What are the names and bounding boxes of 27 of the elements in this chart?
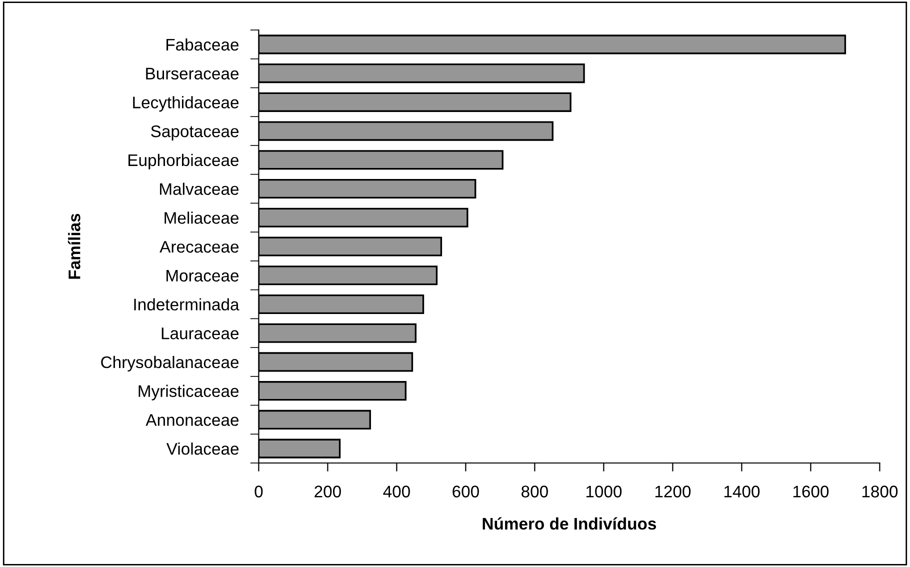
y-tick-label: Myristicaceae <box>138 384 239 400</box>
y-tick-label: Fabaceae <box>166 38 239 51</box>
y-tick-label: Chrysobalanaceae <box>101 356 239 372</box>
x-tick-label: 600 <box>452 486 479 498</box>
x-tick-label: 0 <box>254 486 263 498</box>
x-tick-label: 1800 <box>862 486 898 498</box>
x-tick-label: 1000 <box>586 486 622 498</box>
y-tick-label: Arecaceae <box>160 241 239 253</box>
y-tick-label: Burseraceae <box>146 68 239 80</box>
y-tick-label: Moraceae <box>166 270 239 282</box>
y-tick-label: Meliaceae <box>164 212 239 224</box>
x-tick-label: 400 <box>383 486 410 498</box>
y-tick-label: Euphorbiaceae <box>128 154 239 170</box>
y-axis-title: Famílias <box>68 214 80 279</box>
x-axis-title: Número de Indivíduos <box>482 517 656 530</box>
y-tick-label: Annonaceae <box>146 414 239 426</box>
x-tick-label: 1400 <box>724 486 760 498</box>
y-tick-label: Lauraceae <box>162 328 239 340</box>
x-tick-label: 1200 <box>655 486 691 498</box>
x-tick-label: 800 <box>522 486 548 498</box>
x-tick-label: 200 <box>314 486 341 498</box>
y-tick-label: Violaceae <box>166 442 239 455</box>
y-tick-label: Malvaceae <box>160 182 239 195</box>
y-tick-label: Lecythidaceae <box>133 96 239 112</box>
y-tick-label: Indeterminada <box>134 298 240 310</box>
x-tick-label: 1600 <box>793 486 829 498</box>
y-tick-label: Sapotaceae <box>151 125 239 141</box>
